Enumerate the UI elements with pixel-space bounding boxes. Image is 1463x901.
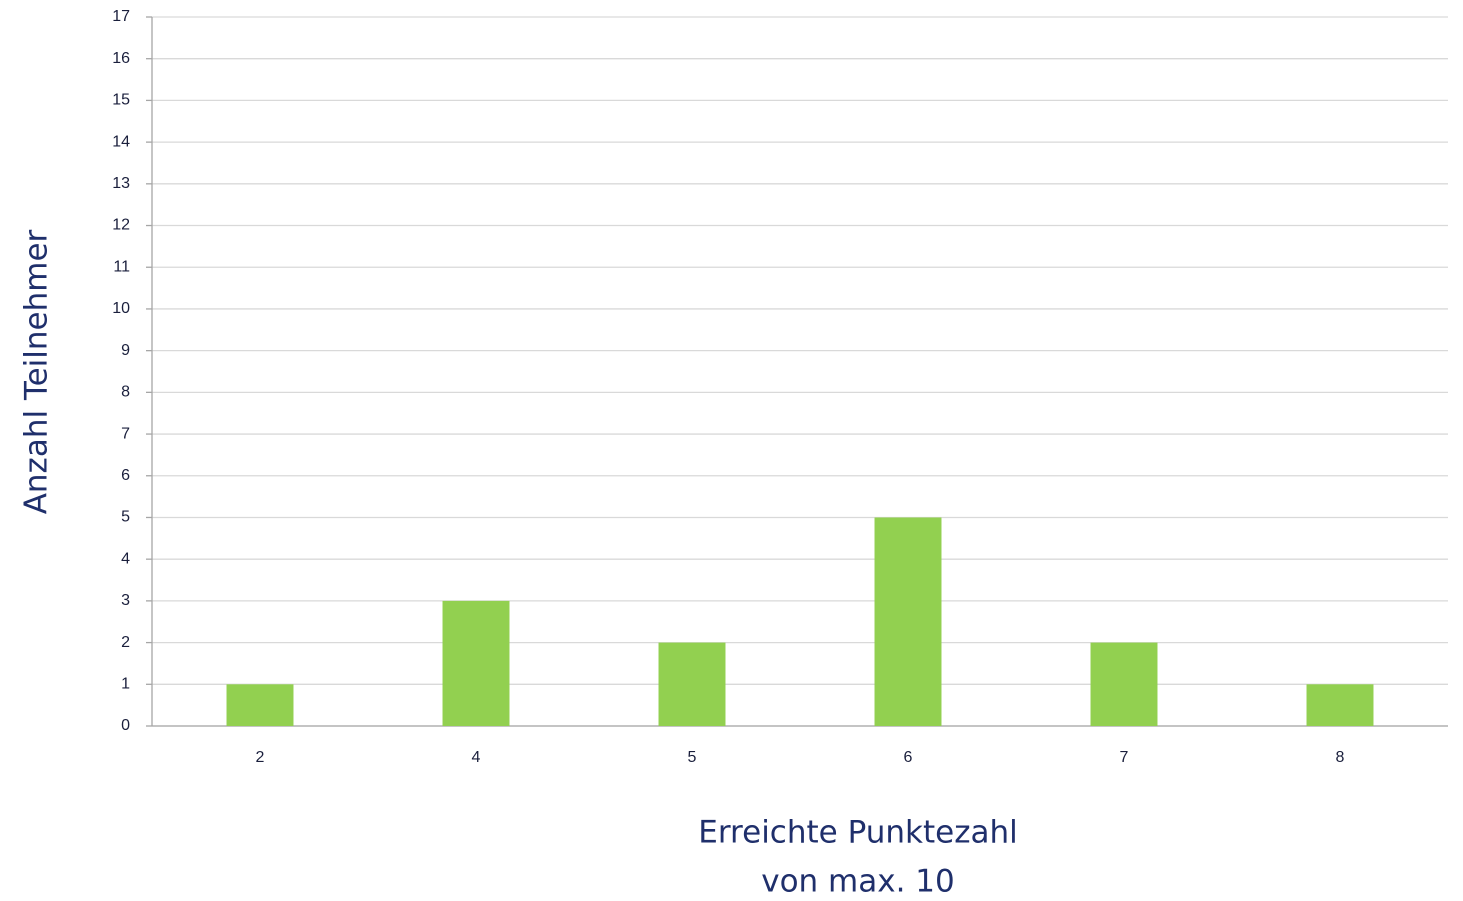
x-tick-label: 7 [1120, 749, 1129, 766]
bar [658, 642, 726, 726]
bar [442, 600, 510, 726]
y-tick-label: 7 [121, 425, 130, 442]
y-tick-label: 3 [121, 592, 130, 609]
y-tick-label: 6 [121, 467, 130, 484]
y-tick-label: 1 [121, 676, 130, 693]
y-tick-label: 13 [112, 175, 130, 192]
y-axis-title: Anzahl Teilnehmer [19, 229, 55, 514]
y-tick-label: 9 [121, 342, 130, 359]
x-axis-title: Erreichte Punktezahl [698, 815, 1017, 851]
y-tick-label: 12 [112, 217, 130, 234]
bar [226, 684, 294, 726]
bar [1306, 684, 1374, 726]
y-tick-label: 0 [121, 717, 130, 734]
y-tick-label: 16 [112, 50, 130, 67]
y-tick-label: 15 [112, 92, 130, 109]
y-tick-label: 5 [121, 509, 130, 526]
x-tick-label: 8 [1336, 749, 1345, 766]
y-tick-label: 8 [121, 384, 130, 401]
y-tick-label: 10 [112, 300, 130, 317]
x-tick-label: 2 [256, 749, 265, 766]
bar [874, 517, 942, 726]
y-tick-label: 2 [121, 634, 130, 651]
bar [1090, 642, 1158, 726]
y-tick-label: 4 [121, 550, 130, 567]
x-tick-label: 6 [904, 749, 913, 766]
x-axis-title: von max. 10 [761, 864, 955, 900]
y-tick-label: 11 [113, 258, 130, 275]
y-tick-label: 14 [112, 133, 130, 150]
x-tick-label: 4 [472, 749, 481, 766]
x-tick-label: 5 [688, 749, 697, 766]
y-tick-label: 17 [112, 8, 130, 25]
